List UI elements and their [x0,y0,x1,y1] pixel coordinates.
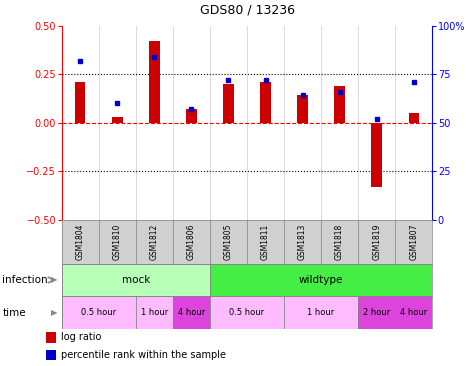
Text: ▶: ▶ [50,309,57,317]
Text: log ratio: log ratio [61,332,101,343]
Text: GSM1818: GSM1818 [335,223,344,260]
Text: GSM1810: GSM1810 [113,223,122,260]
Text: GSM1813: GSM1813 [298,223,307,260]
Text: 1 hour: 1 hour [141,309,168,317]
Text: 4 hour: 4 hour [178,309,205,317]
Text: 0.5 hour: 0.5 hour [81,309,116,317]
Bar [75,82,86,123]
Bar [395,296,432,329]
Bar [62,296,136,329]
Text: GSM1804: GSM1804 [76,223,85,260]
Text: GSM1811: GSM1811 [261,223,270,260]
Bar [260,82,271,123]
Text: ▶: ▶ [50,276,57,284]
Bar [136,296,173,329]
Text: GSM1812: GSM1812 [150,223,159,260]
Text: GSM1807: GSM1807 [409,223,418,260]
Bar [47,350,56,360]
Bar [223,84,234,123]
Text: GDS80 / 13236: GDS80 / 13236 [200,3,294,16]
Text: time: time [2,308,26,318]
Bar [371,123,382,187]
Bar [186,109,197,123]
Text: 0.5 hour: 0.5 hour [229,309,265,317]
Bar [112,117,123,123]
Text: GSM1806: GSM1806 [187,223,196,260]
Bar [47,332,56,343]
Text: wildtype: wildtype [299,275,343,285]
Text: 2 hour: 2 hour [363,309,390,317]
Bar [62,264,210,296]
Bar [173,296,210,329]
Bar [284,296,358,329]
Bar [297,96,308,123]
Bar [334,86,345,123]
Text: mock: mock [122,275,150,285]
Text: 4 hour: 4 hour [400,309,428,317]
Bar [408,113,419,123]
Text: GSM1819: GSM1819 [372,223,381,260]
Text: percentile rank within the sample: percentile rank within the sample [61,350,226,360]
Bar [358,296,395,329]
Text: infection: infection [2,275,48,285]
Bar [210,296,284,329]
Text: GSM1805: GSM1805 [224,223,233,260]
Text: 1 hour: 1 hour [307,309,335,317]
Bar [210,264,432,296]
Bar [149,41,160,123]
